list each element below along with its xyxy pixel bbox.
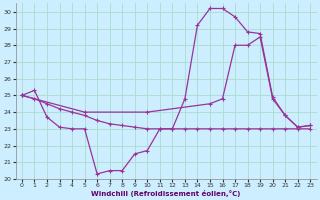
- X-axis label: Windchill (Refroidissement éolien,°C): Windchill (Refroidissement éolien,°C): [92, 190, 241, 197]
